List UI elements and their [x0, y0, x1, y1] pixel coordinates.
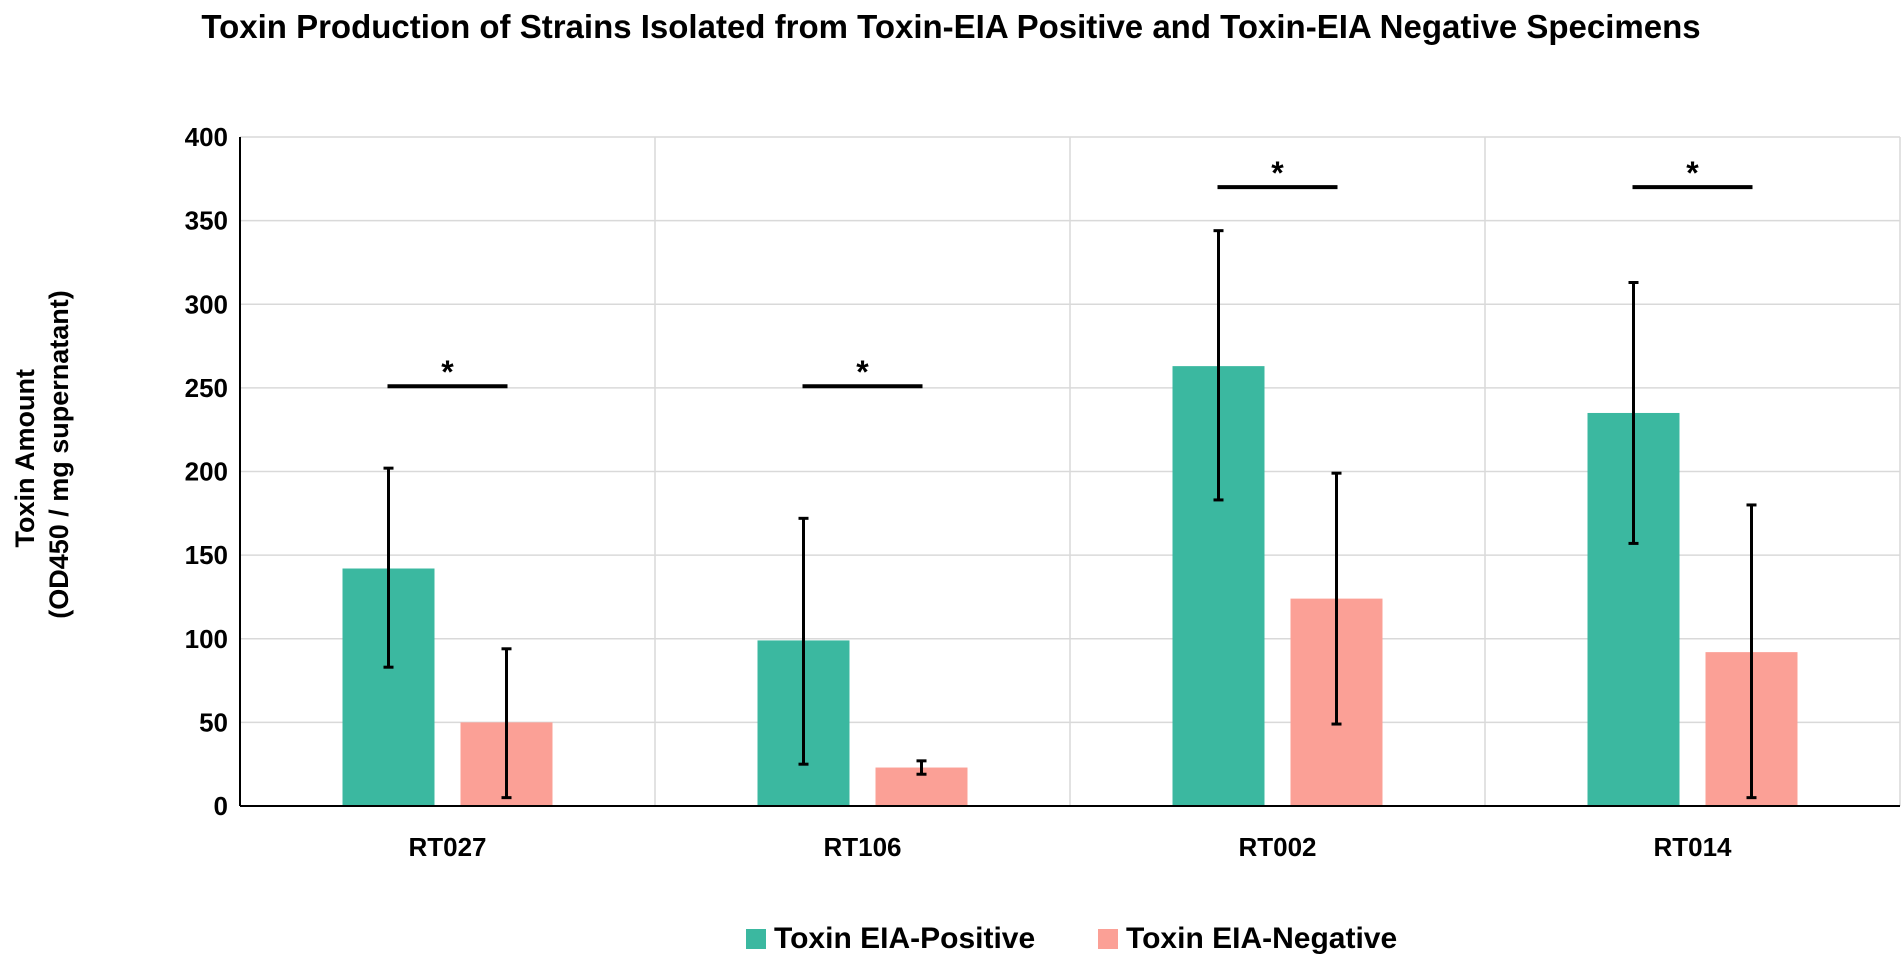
- y-axis-label: Toxin Amount (OD450 / mg supernatant): [10, 290, 74, 619]
- significance-star: *: [1271, 155, 1284, 191]
- y-axis-ticks: 0 50 100 150 200 250 300 350 400: [185, 122, 228, 821]
- y-tick-label: 150: [185, 540, 228, 570]
- y-axis-label-line-2: (OD450 / mg supernatant): [44, 290, 74, 619]
- grid-lines: [240, 136, 1901, 806]
- x-axis-categories: RT027 RT106 RT002 RT014: [408, 832, 1732, 862]
- y-tick-label: 350: [185, 206, 228, 236]
- legend-label: Toxin EIA-Positive: [774, 922, 1035, 955]
- significance-star: *: [1686, 155, 1699, 191]
- y-tick-label: 0: [214, 791, 228, 821]
- y-tick-label: 100: [185, 624, 228, 654]
- chart-title: Toxin Production of Strains Isolated fro…: [201, 8, 1701, 45]
- legend: Toxin EIA-Positive Toxin EIA-Negative: [746, 922, 1397, 955]
- x-category-label: RT014: [1653, 832, 1732, 862]
- significance-star: *: [441, 354, 454, 390]
- y-tick-label: 300: [185, 289, 228, 319]
- y-tick-label: 250: [185, 373, 228, 403]
- significance-markers: * * * *: [387, 155, 1753, 390]
- y-axis-label-line-1: Toxin Amount: [10, 369, 40, 547]
- x-category-label: RT027: [408, 832, 486, 862]
- x-category-label: RT106: [823, 832, 901, 862]
- legend-label: Toxin EIA-Negative: [1126, 922, 1397, 955]
- y-tick-label: 200: [185, 457, 228, 487]
- legend-swatch: [746, 929, 766, 949]
- significance-star: *: [856, 354, 869, 390]
- x-category-label: RT002: [1238, 832, 1316, 862]
- axes: [239, 137, 1900, 807]
- legend-swatch: [1098, 929, 1118, 949]
- y-tick-label: 400: [185, 122, 228, 152]
- error-bars: [383, 229, 1757, 800]
- y-tick-label: 50: [199, 707, 228, 737]
